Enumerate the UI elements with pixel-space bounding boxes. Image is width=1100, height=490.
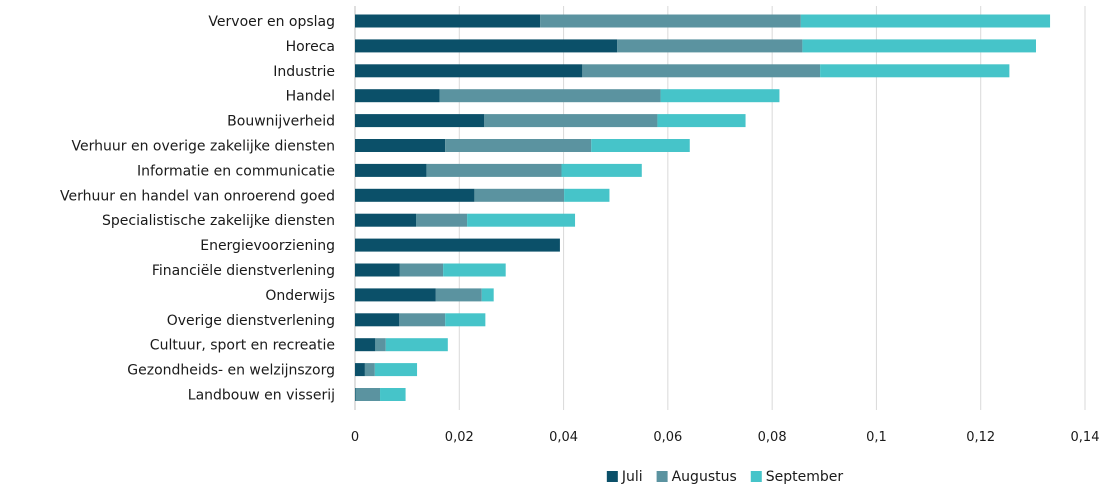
- bar-segment-augustus: [399, 263, 444, 277]
- category-label: Gezondheids- en welzijnszorg: [127, 363, 335, 379]
- bar-segment-september: [481, 288, 494, 302]
- bar-segment-september: [561, 163, 642, 177]
- bar-segment-augustus: [355, 388, 381, 401]
- bar-segment-augustus: [426, 163, 562, 177]
- bar-segment-september: [802, 39, 1036, 53]
- bar-segment-juli: [355, 388, 356, 401]
- legend-item: Juli: [606, 469, 643, 485]
- legend-label: September: [766, 469, 844, 485]
- bar-segment-september: [374, 363, 418, 377]
- bar-segment-juli: [355, 238, 560, 252]
- bar-segment-september: [800, 14, 1051, 28]
- category-label: Financiële dienstverlening: [152, 263, 335, 279]
- bar-segment-augustus: [540, 14, 801, 28]
- x-tick-label: 0,12: [966, 430, 995, 445]
- bar-segment-juli: [355, 39, 618, 53]
- x-tick-label: 0,14: [1071, 430, 1100, 445]
- bar-segment-augustus: [582, 64, 821, 78]
- bar-segment-juli: [355, 288, 436, 302]
- bar-segment-juli: [355, 89, 440, 103]
- category-label: Onderwijs: [265, 288, 335, 304]
- x-tick-label: 0: [351, 430, 359, 445]
- bar-segment-augustus: [445, 139, 592, 152]
- category-label: Landbouw en visserij: [188, 388, 335, 404]
- legend-swatch: [656, 471, 668, 482]
- bar-segment-juli: [355, 313, 400, 327]
- bar-segment-juli: [355, 114, 485, 128]
- bar-segment-september: [591, 139, 690, 152]
- bar-segment-september: [820, 64, 1010, 78]
- x-tick-label: 0,02: [445, 430, 474, 445]
- legend-item: September: [750, 469, 844, 485]
- bar-segment-augustus: [416, 213, 468, 227]
- bar-segment-juli: [355, 139, 446, 152]
- category-label: Vervoer en opslag: [208, 14, 335, 30]
- bar-segment-juli: [355, 338, 376, 352]
- bar-segment-september: [467, 213, 576, 227]
- bar-segment-september: [445, 313, 486, 327]
- bar-segment-september: [443, 263, 506, 277]
- category-labels: Vervoer en opslag Horeca Industrie Handel Bo…: [60, 14, 335, 404]
- bar-segment-september: [564, 188, 610, 202]
- legend-item: Augustus: [656, 469, 737, 485]
- bar-segment-augustus: [484, 114, 658, 128]
- bar-segment-september: [660, 89, 780, 103]
- category-label: Horeca: [286, 39, 335, 55]
- category-label: Industrie: [273, 64, 335, 80]
- legend: Juli Augustus September: [606, 469, 844, 485]
- x-axis-tick-labels: 0 0,02 0,04 0,06 0,08 0,1 0,12 0,14: [351, 430, 1100, 445]
- x-tick-label: 0,08: [758, 430, 787, 445]
- category-label: Verhuur en overige zakelijke diensten: [72, 139, 335, 155]
- x-tick-label: 0,04: [549, 430, 578, 445]
- bar-segment-juli: [355, 213, 417, 227]
- bars-layer: [355, 14, 1051, 401]
- category-label: Verhuur en handel van onroerend goed: [60, 188, 335, 204]
- legend-swatch: [750, 471, 762, 482]
- bar-segment-augustus: [375, 338, 386, 352]
- category-label: Informatie en communicatie: [137, 163, 335, 179]
- category-label: Handel: [286, 89, 335, 105]
- x-tick-label: 0,06: [653, 430, 682, 445]
- bar-segment-juli: [355, 64, 583, 78]
- legend-swatch: [606, 471, 618, 482]
- bar-segment-juli: [355, 163, 427, 177]
- bar-segment-augustus: [364, 363, 375, 377]
- bar-segment-september: [657, 114, 746, 128]
- legend-label: Augustus: [672, 469, 737, 485]
- bar-segment-juli: [355, 363, 365, 377]
- x-tick-label: 0,1: [866, 430, 887, 445]
- bar-segment-september: [385, 338, 448, 352]
- bar-segment-augustus: [435, 288, 482, 302]
- category-label: Bouwnijverheid: [227, 114, 335, 130]
- bar-segment-augustus: [474, 188, 565, 202]
- bar-segment-augustus: [399, 313, 446, 327]
- legend-label: Juli: [621, 469, 643, 485]
- category-label: Energievoorziening: [200, 238, 335, 254]
- category-label: Specialistische zakelijke diensten: [102, 213, 335, 229]
- bar-segment-augustus: [439, 89, 661, 103]
- bar-segment-september: [380, 388, 406, 401]
- category-label: Overige dienstverlening: [167, 313, 335, 329]
- bar-segment-augustus: [617, 39, 803, 53]
- category-label: Cultuur, sport en recreatie: [150, 338, 335, 354]
- bar-segment-juli: [355, 14, 541, 28]
- bar-segment-juli: [355, 188, 475, 202]
- bar-segment-juli: [355, 263, 400, 277]
